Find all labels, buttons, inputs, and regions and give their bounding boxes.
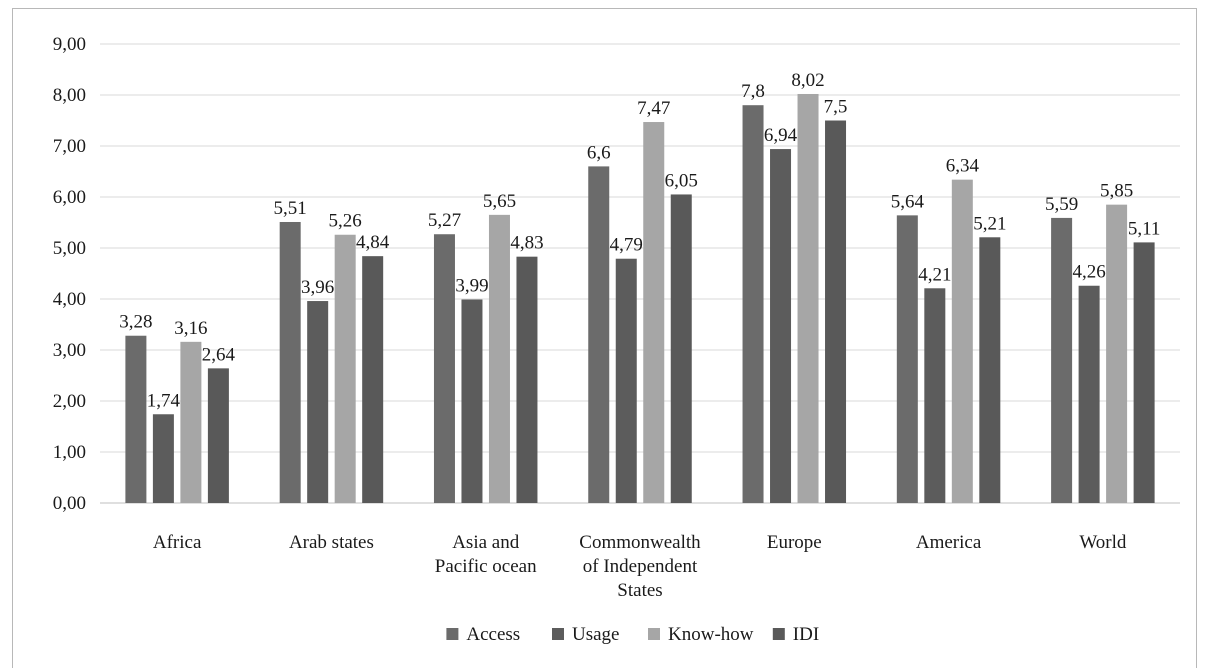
bar-know-how <box>1106 204 1128 503</box>
bar-know-how <box>334 234 356 504</box>
x-tick-label: Asia and <box>452 532 520 553</box>
data-label: 7,47 <box>637 98 670 119</box>
data-label: 5,51 <box>274 198 307 219</box>
x-tick-label: World <box>1079 532 1127 553</box>
bar-access <box>1051 217 1073 503</box>
bar-know-how <box>180 341 202 503</box>
legend-swatch <box>648 628 660 640</box>
bar-idi <box>670 194 692 503</box>
data-label: 6,34 <box>946 156 980 177</box>
data-label: 4,84 <box>356 232 390 253</box>
legend-swatch <box>446 628 459 640</box>
bar-access <box>742 105 764 503</box>
bar-access <box>279 221 301 504</box>
data-label: 4,26 <box>1072 262 1105 283</box>
data-label: 2,64 <box>202 344 236 365</box>
bar-know-how <box>951 179 973 503</box>
x-tick-label: Europe <box>767 532 822 553</box>
x-tick-label: Africa <box>153 532 202 553</box>
legend-label: Access <box>466 624 520 645</box>
data-label: 4,83 <box>510 233 543 254</box>
data-label: 1,74 <box>147 390 181 411</box>
bar-access <box>896 215 918 504</box>
bar-idi <box>516 256 538 503</box>
x-tick-label: America <box>916 532 982 553</box>
x-tick-label: Commonwealth <box>579 532 701 553</box>
legend-swatch <box>772 628 785 640</box>
data-label: 3,99 <box>455 276 488 297</box>
bar-access <box>588 166 610 503</box>
data-label: 7,8 <box>741 81 765 102</box>
bar-access <box>433 234 455 504</box>
y-tick-label: 8,00 <box>53 85 86 106</box>
bar-know-how <box>797 93 819 503</box>
data-label: 5,11 <box>1128 218 1161 239</box>
x-tick-label: Arab states <box>289 532 374 553</box>
y-tick-label: 2,00 <box>53 391 86 412</box>
legend-label: IDI <box>793 624 819 645</box>
data-label: 6,6 <box>587 142 611 163</box>
bar-usage <box>770 149 792 503</box>
y-tick-label: 6,00 <box>53 187 86 208</box>
data-label: 5,64 <box>891 191 925 212</box>
y-tick-label: 3,00 <box>53 340 86 361</box>
data-label: 5,65 <box>483 191 516 212</box>
bar-idi <box>979 237 1001 504</box>
bar-usage <box>152 414 174 503</box>
y-tick-label: 7,00 <box>53 136 86 157</box>
bar-idi <box>825 120 847 503</box>
data-label: 6,94 <box>764 125 798 146</box>
x-tick-label: States <box>617 580 662 601</box>
chart-frame <box>12 8 1197 668</box>
data-label: 5,59 <box>1045 194 1078 215</box>
bar-usage <box>1078 285 1100 503</box>
bar-usage <box>461 299 483 503</box>
bar-idi <box>362 256 384 503</box>
legend-label: Usage <box>572 624 619 645</box>
data-label: 5,21 <box>973 213 1006 234</box>
legend-label: Know-how <box>668 624 754 645</box>
data-label: 5,26 <box>329 211 362 232</box>
x-tick-label: of Independent <box>583 556 698 577</box>
data-label: 3,16 <box>174 318 207 339</box>
data-label: 7,5 <box>824 97 848 118</box>
data-label: 5,27 <box>428 210 461 231</box>
y-tick-label: 1,00 <box>53 442 86 463</box>
y-tick-label: 4,00 <box>53 289 86 310</box>
data-label: 3,96 <box>301 277 334 298</box>
data-label: 4,79 <box>610 235 643 256</box>
bar-know-how <box>488 214 510 503</box>
bar-usage <box>615 258 637 503</box>
bar-usage <box>307 301 329 503</box>
bar-know-how <box>643 122 665 503</box>
y-tick-label: 5,00 <box>53 238 86 259</box>
data-label: 6,05 <box>665 170 698 191</box>
x-tick-label: Pacific ocean <box>435 556 537 577</box>
data-label: 4,21 <box>918 264 951 285</box>
legend-swatch <box>552 628 564 640</box>
data-label: 3,28 <box>119 312 152 333</box>
y-tick-label: 9,00 <box>53 34 86 55</box>
bar-idi <box>1133 242 1155 503</box>
bar-access <box>125 335 147 503</box>
bar-usage <box>924 288 946 503</box>
y-tick-label: 0,00 <box>53 493 86 514</box>
bar-idi <box>207 368 229 503</box>
data-label: 5,85 <box>1100 181 1133 202</box>
data-label: 8,02 <box>791 70 824 91</box>
